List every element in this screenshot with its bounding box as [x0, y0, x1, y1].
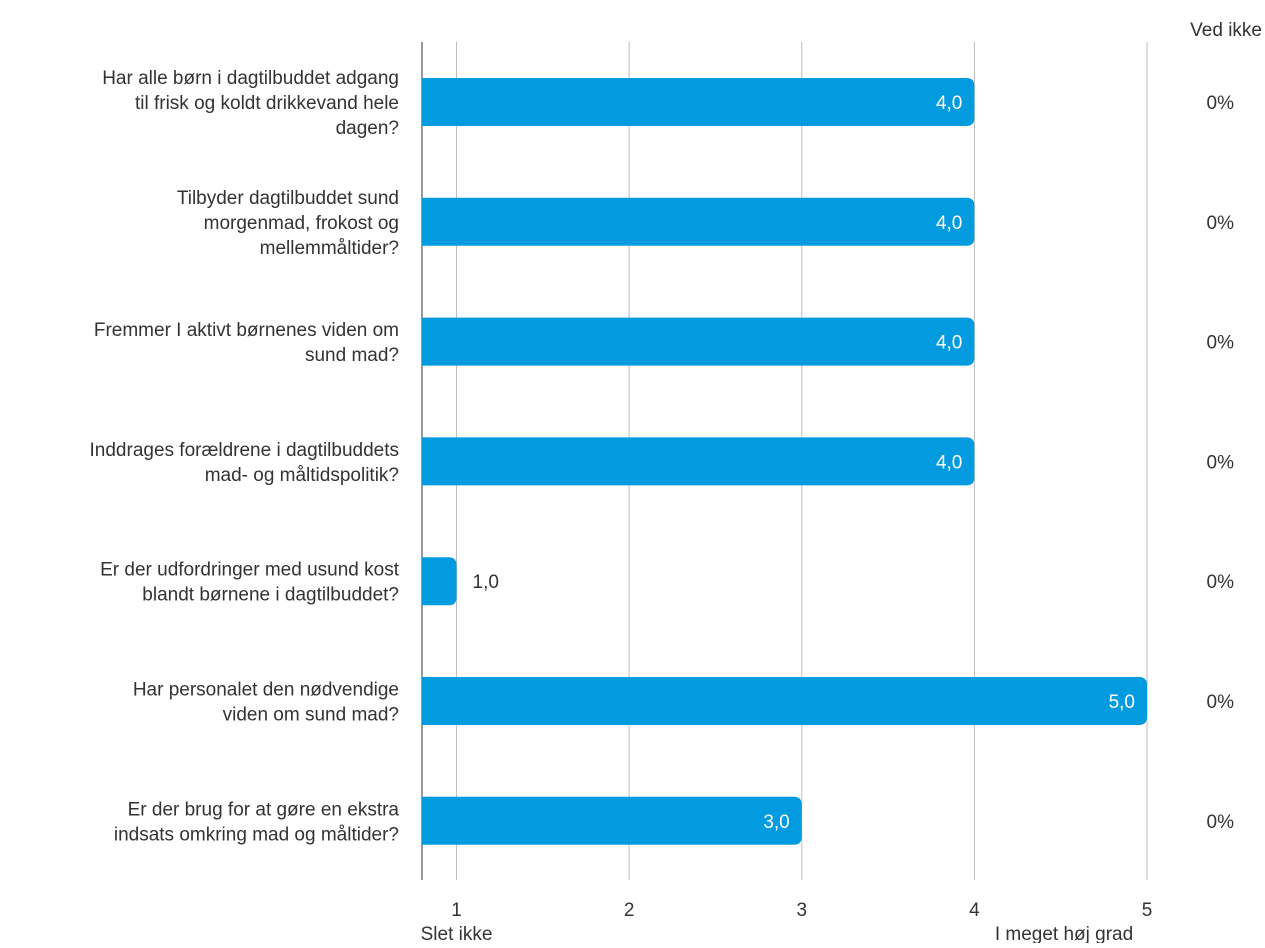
bar-6 — [422, 677, 1147, 725]
category-label-2: Tilbyder dagtilbuddet sund morgenmad, fro… — [177, 188, 399, 259]
bar-2 — [422, 197, 975, 246]
dont-know-value-5: 0% — [1207, 572, 1235, 593]
category-label-5: Er der udfordringer med usund kost blandt… — [100, 560, 400, 606]
category-label-7-line-2: indsats omkring mad og måltider? — [114, 824, 399, 845]
category-label-6-line-1: Har personalet den nødvendige — [133, 680, 399, 701]
bar-value-label-4: 4,0 — [936, 452, 962, 473]
category-label-6-line-2: viden om sund mad? — [223, 705, 399, 726]
bar-value-label-7: 3,0 — [763, 812, 789, 833]
category-label-6: Har personalet den nødvendige viden om su… — [133, 680, 399, 726]
dont-know-value-3: 0% — [1207, 333, 1235, 354]
bar-value-label-6: 5,0 — [1109, 692, 1135, 713]
category-label-7: Er der brug for at gøre en ekstra indsats… — [114, 799, 400, 845]
dont-know-value-2: 0% — [1207, 213, 1235, 234]
category-label-1-line-3: dagen? — [336, 118, 399, 139]
dont-know-header: Ved ikke — [1190, 20, 1262, 41]
category-label-2-line-1: Tilbyder dagtilbuddet sund — [177, 188, 399, 209]
dont-know-value-7: 0% — [1207, 812, 1235, 833]
x-tick-label-1: 1 — [451, 900, 462, 921]
bar-3 — [422, 317, 975, 366]
x-anchor-high-label: I meget høj grad — [995, 924, 1133, 943]
category-label-2-line-2: morgenmad, frokost og — [204, 213, 399, 234]
category-label-2-line-3: mellemmåltider? — [260, 238, 399, 259]
category-label-3-line-1: Fremmer I aktivt børnenes viden om — [94, 320, 399, 341]
category-label-3-line-2: sund mad? — [305, 345, 399, 366]
dont-know-value-6: 0% — [1207, 692, 1235, 713]
bar-7 — [422, 796, 802, 845]
x-tick-label-4: 4 — [969, 900, 980, 921]
bar-value-label-2: 4,0 — [936, 213, 962, 234]
x-anchor-low-label: Slet ikke — [421, 924, 493, 943]
x-tick-label-5: 5 — [1142, 900, 1153, 921]
category-label-5-line-2: blandt børnene i dagtilbuddet? — [142, 585, 399, 606]
bar-4 — [422, 437, 975, 486]
category-label-4-line-1: Inddrages forældrene i dagtilbuddets — [90, 440, 399, 461]
category-label-7-line-1: Er der brug for at gøre en ekstra — [128, 799, 400, 820]
dont-know-value-4: 0% — [1207, 452, 1235, 473]
category-label-1-line-2: til frisk og koldt drikkevand hele — [135, 93, 399, 114]
bar-value-label-5: 1,0 — [473, 572, 499, 593]
bar-1 — [422, 78, 975, 126]
category-label-3: Fremmer I aktivt børnenes viden om sund m… — [94, 320, 399, 366]
category-label-4: Inddrages forældrene i dagtilbuddets mad-… — [90, 440, 399, 486]
category-label-1-line-1: Har alle børn i dagtilbuddet adgang — [102, 68, 399, 89]
bar-5 — [422, 557, 457, 606]
bar-value-label-3: 4,0 — [936, 333, 962, 354]
dont-know-value-1: 0% — [1207, 93, 1235, 114]
category-label-5-line-1: Er der udfordringer med usund kost — [100, 560, 400, 581]
x-tick-label-2: 2 — [624, 900, 635, 921]
bar-value-label-1: 4,0 — [936, 93, 962, 114]
category-label-4-line-2: mad- og måltidspolitik? — [205, 465, 399, 486]
x-tick-label-3: 3 — [796, 900, 807, 921]
category-label-1: Har alle børn i dagtilbuddet adgang til f… — [102, 68, 399, 139]
